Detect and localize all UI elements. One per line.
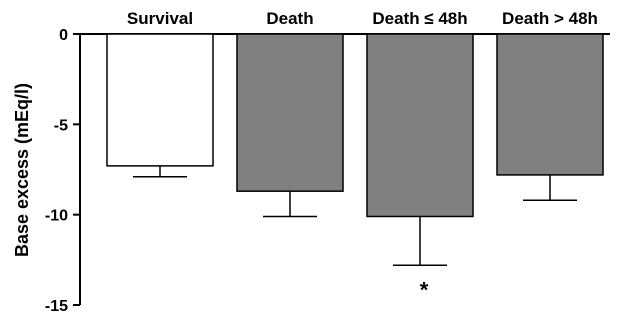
bar xyxy=(496,33,604,176)
bar xyxy=(106,33,214,167)
category-labels: Survival Death Death ≤ 48h Death > 48h * xyxy=(127,9,598,302)
significance-asterisk: * xyxy=(420,277,429,302)
y-tick-label: -10 xyxy=(45,208,68,225)
y-tick-label: 0 xyxy=(59,27,68,44)
bars xyxy=(106,33,604,218)
y-tick-label: -15 xyxy=(45,298,68,315)
bar xyxy=(236,33,344,192)
category-label: Death ≤ 48h xyxy=(372,9,467,28)
y-tick-label: -5 xyxy=(54,117,68,134)
y-axis-title: Base excess (mEq/l) xyxy=(12,83,32,257)
error-bars xyxy=(133,165,577,267)
bar xyxy=(366,33,474,218)
category-label: Death xyxy=(266,9,313,28)
category-label: Survival xyxy=(127,9,193,28)
category-label: Death > 48h xyxy=(502,9,598,28)
